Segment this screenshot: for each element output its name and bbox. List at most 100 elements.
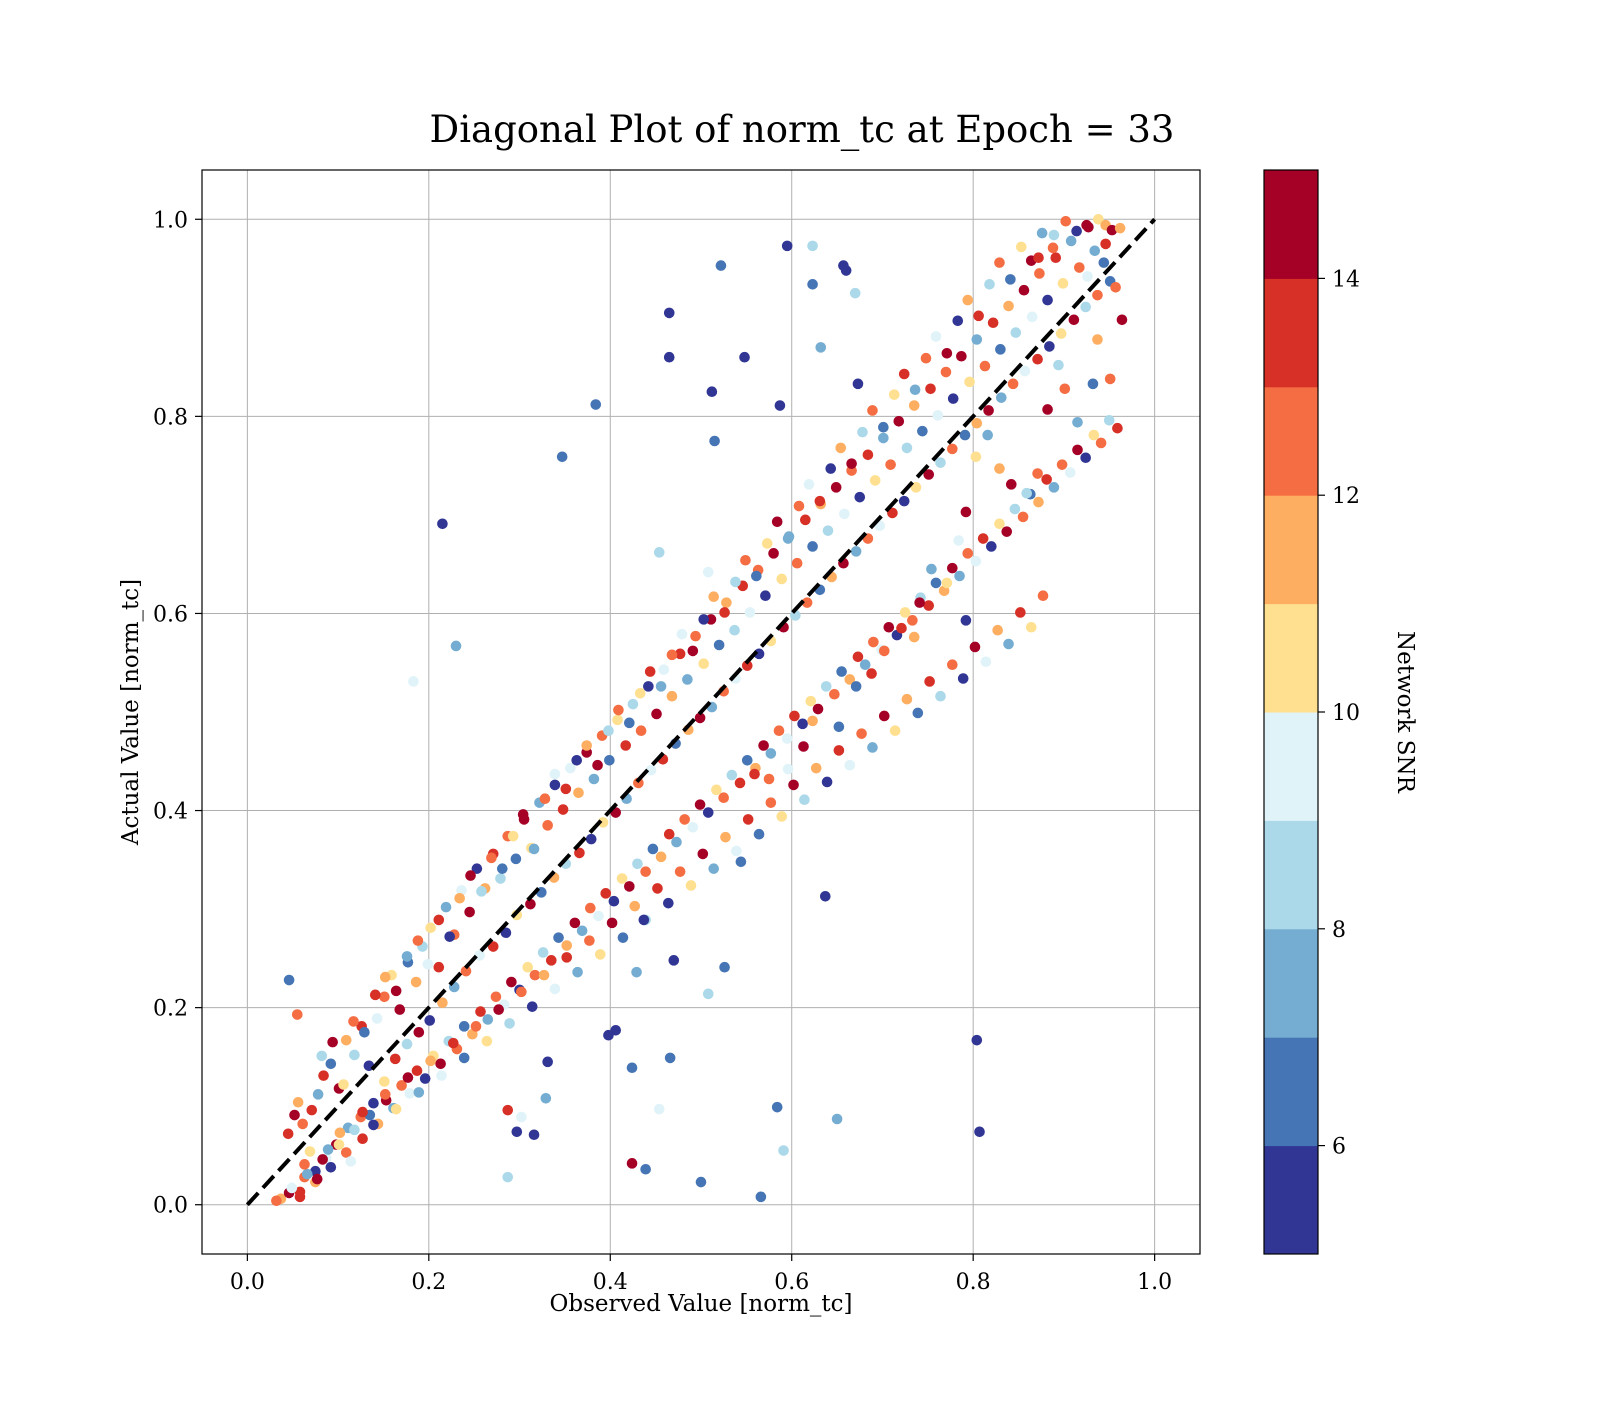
plot-frame bbox=[201, 169, 1201, 1255]
data-point-462 bbox=[831, 1113, 843, 1125]
chart-title: Diagonal Plot of norm_tc at Epoch = 33 bbox=[430, 108, 1175, 152]
data-point-242 bbox=[805, 695, 817, 707]
data-point-349 bbox=[1005, 274, 1016, 285]
data-point-322 bbox=[719, 607, 730, 618]
data-point-434 bbox=[807, 240, 818, 252]
data-point-387 bbox=[674, 866, 686, 877]
data-point-410 bbox=[935, 690, 946, 702]
data-point-102 bbox=[510, 853, 522, 865]
data-point-472 bbox=[702, 566, 714, 578]
data-point-301 bbox=[497, 863, 508, 874]
x-tick-label-4: 0.8 bbox=[956, 1270, 991, 1295]
y-axis-label: Actual Value [norm_tc] bbox=[118, 579, 144, 846]
data-point-218 bbox=[616, 873, 628, 884]
data-point-108 bbox=[557, 804, 569, 815]
data-point-485 bbox=[1098, 257, 1110, 268]
data-point-318 bbox=[676, 628, 688, 640]
data-point-167 bbox=[1018, 284, 1030, 296]
data-point-201 bbox=[482, 1014, 494, 1025]
data-point-288 bbox=[359, 1026, 370, 1038]
data-point-57 bbox=[935, 457, 946, 468]
colorbar-tick-label-4: 14 bbox=[1332, 267, 1360, 292]
data-point-182 bbox=[333, 1139, 345, 1150]
data-point-226 bbox=[679, 814, 690, 825]
data-point-473 bbox=[1033, 252, 1044, 264]
data-point-298 bbox=[465, 870, 476, 881]
data-point-362 bbox=[390, 1103, 402, 1115]
data-point-445 bbox=[542, 1056, 553, 1068]
data-point-337 bbox=[878, 421, 889, 433]
data-point-118 bbox=[635, 725, 647, 737]
data-point-433 bbox=[849, 287, 861, 299]
data-point-281 bbox=[1112, 422, 1123, 434]
colorbar-band-0 bbox=[1264, 1145, 1318, 1255]
data-point-295 bbox=[433, 914, 445, 926]
data-point-143 bbox=[830, 482, 842, 493]
data-point-450 bbox=[640, 1163, 651, 1175]
data-point-160 bbox=[964, 376, 975, 388]
data-point-303 bbox=[517, 809, 529, 820]
data-point-396 bbox=[776, 811, 788, 822]
data-point-289 bbox=[369, 989, 381, 1001]
data-point-474 bbox=[1048, 229, 1060, 241]
data-point-142 bbox=[822, 525, 834, 536]
data-point-286 bbox=[338, 1079, 349, 1090]
data-point-499 bbox=[982, 429, 993, 441]
data-point-429 bbox=[840, 265, 852, 276]
data-point-247 bbox=[844, 674, 856, 685]
data-point-496 bbox=[1021, 487, 1033, 499]
data-point-302 bbox=[507, 830, 519, 842]
data-point-296 bbox=[444, 931, 455, 942]
colorbar-band-7 bbox=[1264, 386, 1318, 496]
data-point-230 bbox=[711, 784, 722, 796]
data-point-328 bbox=[782, 533, 794, 544]
x-tick-label-5: 1.0 bbox=[1137, 1270, 1172, 1295]
scatter-points bbox=[271, 213, 1128, 1207]
data-point-509 bbox=[866, 668, 877, 679]
data-point-214 bbox=[585, 902, 596, 914]
data-point-181 bbox=[325, 1161, 337, 1173]
data-point-12 bbox=[389, 1053, 401, 1065]
data-point-431 bbox=[774, 400, 786, 411]
data-point-278 bbox=[1088, 429, 1100, 441]
data-point-368 bbox=[458, 1052, 470, 1064]
data-point-455 bbox=[653, 1103, 665, 1115]
data-point-146 bbox=[854, 491, 866, 503]
data-point-471 bbox=[653, 547, 665, 558]
data-point-313 bbox=[624, 717, 635, 729]
data-point-220 bbox=[632, 858, 643, 870]
data-point-176 bbox=[286, 1182, 298, 1194]
data-point-305 bbox=[539, 793, 551, 805]
data-point-366 bbox=[436, 1070, 447, 1081]
data-point-489 bbox=[1092, 334, 1103, 345]
data-point-347 bbox=[984, 279, 995, 290]
data-point-363 bbox=[402, 1072, 414, 1083]
data-point-246 bbox=[836, 666, 847, 677]
colorbar-band-5 bbox=[1264, 603, 1318, 713]
data-point-373 bbox=[516, 986, 527, 998]
data-point-426 bbox=[781, 240, 793, 252]
data-point-193 bbox=[419, 1073, 431, 1084]
data-point-134 bbox=[760, 590, 771, 602]
data-point-158 bbox=[947, 393, 959, 404]
data-point-117 bbox=[627, 698, 639, 710]
data-point-209 bbox=[546, 955, 557, 966]
data-point-184 bbox=[349, 1124, 360, 1136]
data-point-294 bbox=[422, 958, 434, 970]
data-point-398 bbox=[799, 794, 810, 806]
data-point-356 bbox=[322, 1144, 334, 1155]
data-point-498 bbox=[994, 463, 1005, 474]
data-point-78 bbox=[325, 1058, 337, 1070]
data-point-152 bbox=[901, 442, 913, 454]
data-point-389 bbox=[697, 848, 709, 860]
data-point-107 bbox=[549, 779, 561, 791]
colorbar-tick-label-3: 12 bbox=[1332, 484, 1360, 509]
data-point-374 bbox=[526, 1001, 538, 1012]
data-point-45 bbox=[790, 610, 801, 621]
data-point-217 bbox=[608, 895, 620, 907]
data-point-352 bbox=[1036, 227, 1048, 239]
y-tick-label-0: 0.0 bbox=[153, 1194, 188, 1219]
data-point-54 bbox=[898, 495, 910, 507]
data-point-178 bbox=[301, 1168, 313, 1180]
data-point-510 bbox=[850, 681, 862, 692]
